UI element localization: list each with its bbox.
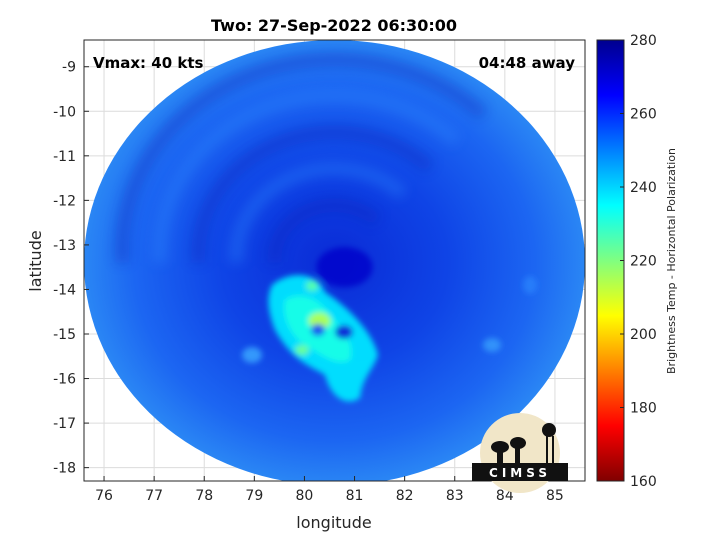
cold-cell (306, 281, 318, 291)
x-tick-label: 84 (496, 488, 514, 504)
spiral-bands (115, 52, 488, 264)
vmax-annotation: Vmax: 40 kts (93, 54, 203, 72)
cold-cell (295, 345, 309, 355)
x-tick-label: 81 (346, 488, 364, 504)
y-tick-label: -14 (53, 282, 76, 298)
x-tick-label: 83 (446, 488, 464, 504)
warm-pocket (335, 325, 353, 339)
y-tick-label: -17 (53, 416, 76, 432)
y-tick-label: -9 (62, 60, 76, 76)
scattered-cell (242, 347, 262, 363)
time-away-annotation: 04:48 away (479, 54, 576, 72)
swath (84, 40, 585, 481)
y-tick-label: -18 (53, 461, 76, 477)
x-tick-label: 80 (296, 488, 314, 504)
y-tick-label: -11 (53, 149, 76, 165)
colorbar-tick-label: 220 (630, 254, 657, 270)
colorbar-ticks: 280 260 240 220 200 180 160 (620, 33, 657, 490)
colorbar-label: Brightness Temp - Horizontal Polarizatio… (665, 148, 678, 374)
eye-region (316, 247, 373, 288)
logo-text: CIMSS (489, 466, 551, 480)
colorbar-tick-label: 260 (630, 107, 657, 123)
x-tick-label: 82 (396, 488, 414, 504)
x-tick-label: 85 (546, 488, 564, 504)
scattered-cell (483, 338, 501, 352)
y-tick-label: -13 (53, 238, 76, 254)
cimss-logo: CIMSS (472, 413, 568, 493)
y-tick-label: -16 (53, 372, 76, 388)
scattered-cell (523, 276, 537, 294)
x-tick-label: 78 (195, 488, 213, 504)
colorbar-tick-label: 240 (630, 180, 657, 196)
convection-features (242, 247, 537, 402)
colorbar-tick-label: 180 (630, 401, 657, 417)
colorbar-tick-label: 160 (630, 474, 657, 490)
y-axis-label: latitude (26, 230, 45, 291)
colorbar-tick-label: 200 (630, 327, 657, 343)
x-tick-label: 76 (95, 488, 113, 504)
x-tick-label: 77 (145, 488, 163, 504)
chart-title: Two: 27-Sep-2022 06:30:00 (211, 16, 457, 35)
x-axis-label: longitude (296, 513, 371, 532)
x-axis: 76 77 78 79 80 81 82 83 84 85 (95, 476, 564, 504)
y-axis: -9 -10 -11 -12 -13 -14 -15 -16 -17 -18 (53, 60, 89, 477)
y-tick-label: -15 (53, 327, 76, 343)
cold-core (308, 312, 331, 329)
x-tick-label: 79 (245, 488, 263, 504)
plot-frame (83, 39, 586, 482)
warm-pocket (311, 324, 325, 336)
y-tick-label: -10 (53, 104, 76, 120)
y-tick-label: -12 (53, 193, 76, 209)
colorbar (596, 39, 625, 482)
colorbar-tick-label: 280 (630, 33, 657, 49)
